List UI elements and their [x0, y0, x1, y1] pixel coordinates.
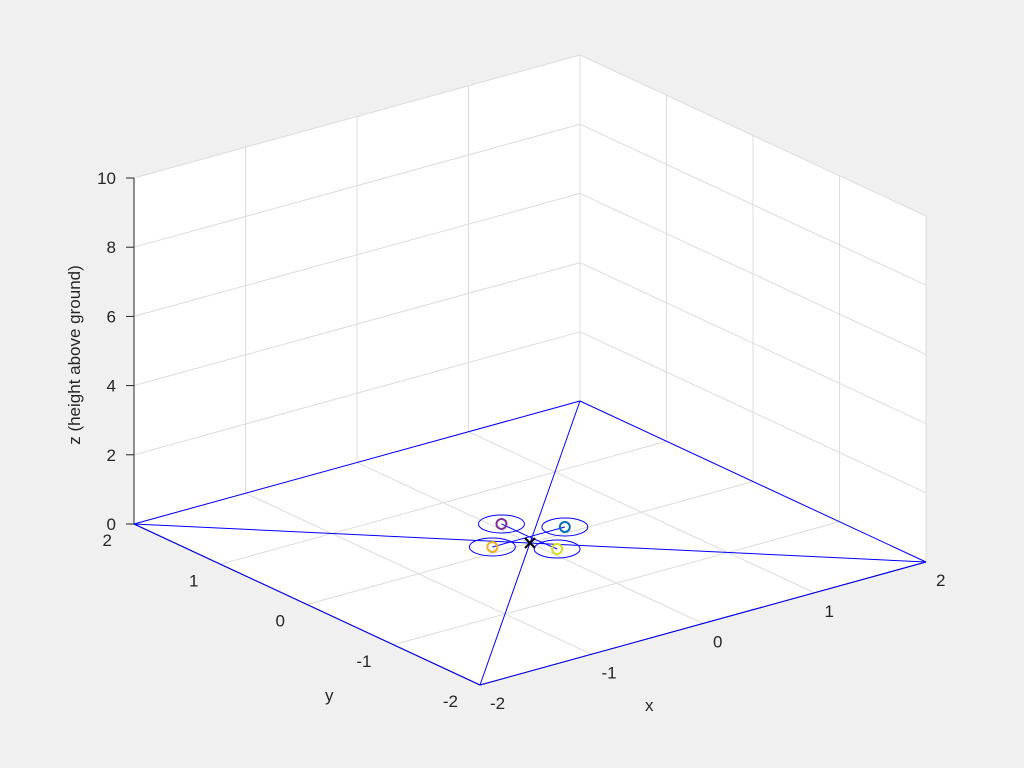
y-tick-label: -1	[356, 652, 371, 671]
x-marker-icon	[524, 537, 536, 549]
floor-line	[579, 400, 927, 563]
grid-line-z-wall	[579, 331, 927, 494]
x-tick-label: 1	[825, 602, 834, 621]
grid-line-z-wall	[579, 123, 927, 286]
x-tick-label: 2	[936, 571, 945, 590]
x-tick-label: 0	[713, 633, 722, 652]
rotor-hub	[495, 517, 508, 530]
grid-line-z-wall	[579, 192, 927, 355]
rotor-disc	[541, 517, 589, 537]
rotor-disc	[468, 537, 516, 557]
x-axis-label: x	[645, 696, 654, 715]
x-tick-label: -1	[602, 663, 617, 682]
axes-walls	[134, 55, 926, 685]
grid-line-z	[133, 123, 581, 248]
rotor-disc	[477, 514, 525, 534]
y-axis-label: y	[325, 686, 334, 705]
floor-line	[133, 400, 581, 525]
z-tick-label: 4	[107, 377, 116, 396]
z-tick-label: 10	[97, 169, 116, 188]
y-tick-label: 0	[276, 612, 285, 631]
floor-line	[479, 561, 927, 686]
grid-line-z	[133, 192, 581, 317]
grid-line-y	[393, 521, 840, 646]
grid-line-z	[133, 331, 581, 456]
quad-arm	[529, 526, 565, 538]
z-tick-label: 6	[107, 307, 116, 326]
x-tick-label: -2	[490, 694, 505, 713]
floor-line	[133, 523, 481, 686]
z-tick-label: 2	[107, 446, 116, 465]
y-tick-label: 1	[189, 571, 198, 590]
y-tick-label: -2	[443, 692, 458, 711]
grid-line-z	[133, 262, 581, 387]
rotor-hub	[551, 542, 564, 555]
grid-line-y	[220, 440, 667, 565]
grid-line-z-wall	[579, 54, 927, 217]
rotor-hub	[486, 540, 499, 553]
z-tick-label: 0	[107, 515, 116, 534]
grid-line-z-wall	[579, 262, 927, 425]
z-tick-label: 8	[107, 238, 116, 257]
y-tick-label: 2	[103, 531, 112, 550]
rotor-hub	[558, 520, 571, 533]
grid-line-z	[133, 54, 581, 179]
rotor-disc	[533, 539, 581, 559]
quadcopter	[468, 514, 589, 559]
z-axis-label: z (height above ground)	[65, 265, 84, 445]
